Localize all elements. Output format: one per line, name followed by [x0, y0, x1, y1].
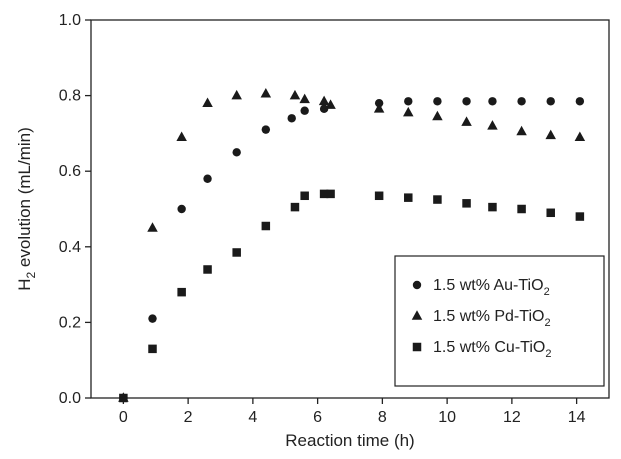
data-point-square [119, 393, 128, 403]
y-axis-title: H2 evolution (mL/min) [15, 127, 38, 291]
data-point-square [326, 189, 335, 199]
data-point-circle [261, 125, 271, 134]
data-point-square [290, 202, 300, 212]
y-axis-title-main: H [15, 278, 34, 290]
data-point-circle [488, 97, 497, 106]
data-point-square [374, 191, 384, 201]
data-point-circle [546, 97, 555, 106]
data-point-square [148, 344, 157, 354]
data-point-triangle [231, 89, 242, 100]
data-point-square [462, 199, 471, 208]
legend-label-subscript: 2 [544, 317, 550, 329]
data-point-triangle [373, 103, 385, 113]
data-point-circle [148, 314, 157, 323]
data-point-circle [404, 97, 413, 106]
x-axis-title: Reaction time (h) [285, 431, 414, 450]
legend-label-main: 1.5 wt% Cu-TiO [433, 339, 545, 356]
data-point-circle [433, 97, 442, 106]
y-tick-label: 0.4 [59, 239, 81, 256]
data-point-circle [319, 104, 329, 114]
data-point-triangle [260, 88, 272, 98]
x-tick-label: 12 [503, 409, 521, 426]
y-tick-label: 0.6 [59, 163, 81, 180]
data-point-square [488, 202, 497, 212]
x-tick-label: 2 [184, 409, 193, 426]
data-point-triangle [289, 89, 301, 100]
data-point-circle [517, 97, 526, 106]
data-point-circle [232, 148, 241, 157]
data-point-circle [462, 97, 471, 106]
legend-label-subscript: 2 [545, 348, 551, 360]
data-point-triangle [545, 129, 556, 140]
legend-label-main: 1.5 wt% Au-TiO [433, 277, 544, 294]
legend-label: 1.5 wt% Pd-TiO2 [433, 308, 551, 329]
data-point-triangle [325, 99, 336, 109]
plot-frame [90, 19, 610, 399]
data-marks [118, 88, 586, 403]
y-tick-label: 0.2 [59, 314, 81, 331]
data-point-triangle [403, 106, 414, 117]
legend-label-main: 1.5 wt% Pd-TiO [433, 308, 544, 325]
data-point-square [517, 204, 526, 214]
x-tick-label: 10 [438, 409, 456, 426]
data-point-triangle [574, 131, 586, 141]
data-point-triangle [299, 93, 310, 104]
data-point-triangle [516, 125, 527, 136]
y-axis-title-rest: evolution (mL/min) [15, 127, 34, 272]
data-point-circle [287, 114, 296, 123]
data-point-triangle [487, 120, 498, 130]
data-point-triangle [147, 222, 158, 232]
legend-marker-triangle [411, 310, 423, 320]
series-square [119, 189, 585, 403]
series-triangle [118, 88, 586, 402]
y-tick-label: 1.0 [59, 12, 81, 29]
y-axis-title-subscript: 2 [24, 271, 38, 278]
data-point-circle [203, 174, 212, 183]
data-point-circle [177, 204, 186, 214]
data-point-square [404, 193, 413, 202]
data-point-triangle [176, 131, 187, 141]
data-point-square [232, 248, 241, 257]
legend-label: 1.5 wt% Cu-TiO2 [433, 339, 551, 360]
data-point-square [433, 195, 442, 204]
legend-label-subscript: 2 [544, 286, 550, 298]
y-tick-label: 0.8 [59, 88, 81, 105]
legend-box [394, 255, 605, 387]
x-tick-label: 14 [568, 409, 586, 426]
data-point-square [546, 208, 555, 218]
data-point-square [177, 287, 186, 297]
legend-marker-circle [412, 280, 422, 290]
data-point-triangle [202, 97, 213, 107]
data-point-square [575, 212, 585, 221]
data-point-triangle [432, 110, 443, 121]
x-tick-label: 6 [313, 409, 322, 426]
x-tick-label: 8 [378, 409, 387, 426]
data-point-square [261, 221, 271, 231]
data-point-triangle [318, 95, 330, 106]
axes: 0 2 4 6 8 10 12 14 0.0 0.2 0.4 0.6 0.8 1.0 Reaction ti… [15, 12, 610, 450]
data-point-circle [575, 97, 585, 106]
x-tick-label: 4 [248, 409, 257, 426]
y-tick-label: 0.0 [59, 390, 81, 407]
data-point-square [300, 191, 309, 201]
data-point-triangle [461, 116, 472, 126]
legend-label: 1.5 wt% Au-TiO2 [433, 277, 550, 298]
data-point-circle [300, 106, 309, 115]
data-point-square [203, 265, 212, 274]
x-tick-label: 0 [119, 409, 128, 426]
legend-marker-square [412, 342, 422, 352]
data-point-square [319, 189, 329, 199]
